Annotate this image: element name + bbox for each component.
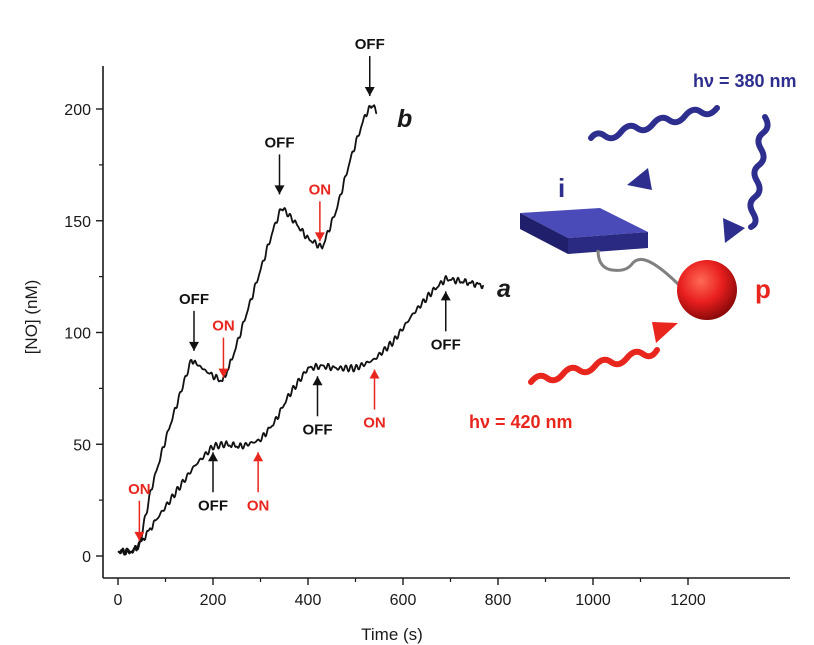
annotation-on: ON <box>309 181 332 242</box>
annotation-off: OFF <box>355 36 385 97</box>
annotation-off: OFF <box>179 291 209 351</box>
annotation-on: ON <box>128 481 151 541</box>
series-label-a: a <box>497 275 511 303</box>
red-wavy-arrow <box>528 322 678 385</box>
series-b-line <box>117 104 378 556</box>
sphere-p <box>677 260 737 320</box>
blue-wavy-arrow-1 <box>588 105 720 190</box>
hv-420-label: hν = 420 nm <box>469 412 573 432</box>
annotation-label: ON <box>363 415 386 432</box>
annotation-arrow-head <box>364 87 375 97</box>
y-tick-label: 150 <box>64 214 91 231</box>
series-a-line <box>117 275 485 556</box>
series-layer <box>117 104 485 556</box>
annotation-arrow-head <box>253 452 264 462</box>
annotation-label: ON <box>309 181 332 198</box>
annotation-label: ON <box>212 318 235 335</box>
hv-380-label: hν = 380 nm <box>693 71 797 91</box>
annotation-on: ON <box>247 452 270 514</box>
annotation-arrow-head <box>218 368 229 378</box>
y-axis-label: [NO] (nM) <box>22 280 41 355</box>
x-tick-label: 200 <box>200 592 227 609</box>
x-tick-label: 1200 <box>670 592 706 609</box>
annotation-off: OFF <box>198 452 228 514</box>
annotation-arrow-head <box>189 341 199 351</box>
y-tick-label: 0 <box>82 549 91 566</box>
x-tick-label: 400 <box>295 592 322 609</box>
label-i: i <box>558 173 565 203</box>
annotation-label: OFF <box>355 36 385 53</box>
annotation-arrow-head <box>312 376 323 386</box>
slab-i <box>520 208 648 254</box>
x-tick-label: 800 <box>485 592 512 609</box>
annotation-label: ON <box>247 497 270 514</box>
annotation-on: ON <box>212 318 235 378</box>
linker <box>596 249 682 288</box>
y-tick-label: 50 <box>73 437 91 454</box>
annotation-arrow-head <box>314 232 325 242</box>
blue-wavy-arrow-2 <box>723 114 771 243</box>
x-axis-label: Time (s) <box>361 625 423 644</box>
annotation-label: OFF <box>198 497 228 514</box>
annotation-on: ON <box>363 369 386 432</box>
y-tick-label: 100 <box>64 326 91 343</box>
annotation-label: OFF <box>431 336 461 353</box>
x-tick-label: 600 <box>390 592 417 609</box>
annotation-arrow-head <box>369 369 380 379</box>
annotation-label: OFF <box>265 134 295 151</box>
annotation-label: OFF <box>303 421 333 438</box>
annotation-arrow-head <box>134 531 145 541</box>
annotation-off: OFF <box>265 134 295 195</box>
annotation-arrow-head <box>440 291 451 301</box>
annotation-label: ON <box>128 481 151 498</box>
inset-schematic: hν = 380 nm i p hν = 420 nm <box>469 71 797 432</box>
series-label-b: b <box>397 105 412 133</box>
label-p: p <box>755 274 771 304</box>
annotation-label: OFF <box>179 291 209 308</box>
annotation-off: OFF <box>303 376 333 438</box>
x-tick-label: 1000 <box>575 592 611 609</box>
annotation-off: OFF <box>431 291 461 353</box>
annotation-arrow-head <box>208 452 218 462</box>
annotation-arrow-head <box>274 185 285 195</box>
y-tick-label: 200 <box>64 102 91 119</box>
x-tick-label: 0 <box>114 592 123 609</box>
axes: 0 200 400 600 800 1000 1200 0 50 100 150 200 <box>64 66 790 609</box>
